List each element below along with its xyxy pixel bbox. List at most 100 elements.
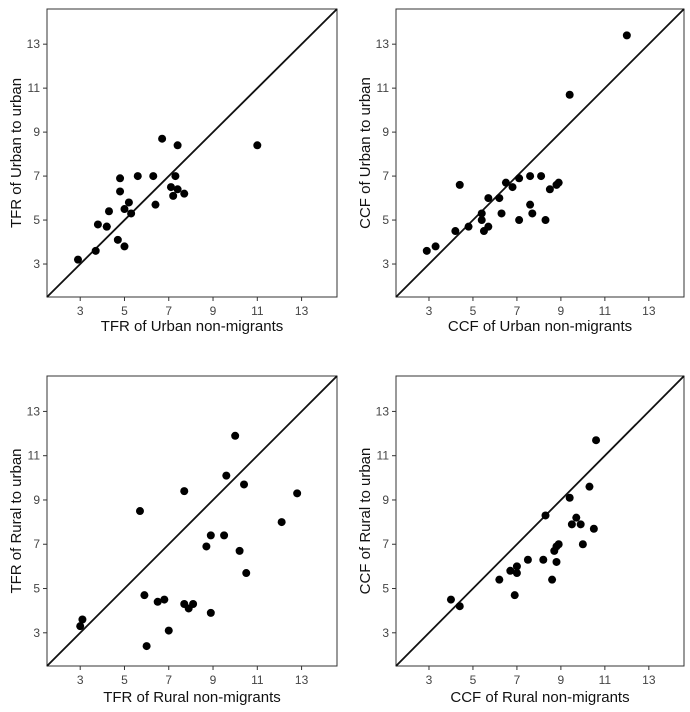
data-point <box>622 31 631 40</box>
data-point <box>541 216 550 225</box>
y-tick-label: 13 <box>376 37 390 51</box>
data-point <box>153 597 162 606</box>
data-point <box>576 520 585 529</box>
y-axis-title: CCF of Urban to urban <box>357 77 374 229</box>
x-tick-label: 3 <box>426 304 433 318</box>
panel-ccf-urban: 3 5 7 9 11 13 3 5 7 9 11 13 CCF of Urban non-migran… <box>357 8 685 335</box>
data-point <box>149 172 158 181</box>
data-point <box>512 569 521 578</box>
y-tick-label: 3 <box>382 257 389 271</box>
data-point <box>104 207 113 216</box>
data-points <box>73 134 262 264</box>
y-tick-label: 7 <box>33 537 40 551</box>
data-point <box>539 555 548 564</box>
identity-line <box>46 8 338 298</box>
data-point <box>73 255 82 264</box>
identity-line <box>395 8 685 298</box>
data-point <box>464 222 473 231</box>
data-point <box>91 246 100 255</box>
y-tick-label: 11 <box>377 449 390 463</box>
data-point <box>510 591 519 600</box>
data-point <box>277 518 286 527</box>
data-point <box>552 557 561 566</box>
data-point <box>180 189 189 198</box>
data-point <box>431 242 440 251</box>
x-tick-label: 9 <box>558 673 565 687</box>
data-point <box>116 174 125 183</box>
x-tick-label: 7 <box>514 304 521 318</box>
x-tick-label: 5 <box>470 304 477 318</box>
data-point <box>171 172 180 181</box>
y-tick-label: 9 <box>33 493 40 507</box>
plot-frame <box>395 8 685 298</box>
data-point <box>206 531 215 540</box>
data-point <box>585 482 594 491</box>
x-tick-label: 3 <box>426 673 433 687</box>
x-tick-label: 9 <box>210 673 217 687</box>
data-point <box>545 185 554 194</box>
x-axis-title: CCF of Urban non-migrants <box>448 318 632 335</box>
data-point <box>515 216 524 225</box>
x-tick-label: 7 <box>165 304 172 318</box>
x-tick-label: 11 <box>599 673 612 687</box>
y-tick-label: 3 <box>382 626 389 640</box>
data-points <box>76 431 302 651</box>
plot-frame <box>46 375 338 667</box>
y-tick-label: 7 <box>382 537 389 551</box>
panel-tfr-urban: 3 5 7 9 11 13 3 5 7 9 11 13 TFR of Urban non-migran… <box>8 8 338 335</box>
panel-tfr-rural: 3 5 7 9 11 13 3 5 7 9 11 13 TFR of Rural non-migran… <box>8 375 338 706</box>
data-point <box>578 540 587 549</box>
data-point <box>548 575 557 584</box>
data-point <box>526 172 535 181</box>
data-point <box>293 489 302 498</box>
x-axis-title: CCF of Rural non-migrants <box>450 689 629 706</box>
axis-ticks: 3 5 7 9 11 13 3 5 7 9 11 13 <box>27 37 309 318</box>
x-tick-label: 3 <box>77 304 84 318</box>
data-point <box>589 524 598 533</box>
data-point <box>120 242 129 251</box>
data-point <box>446 595 455 604</box>
data-point <box>113 235 122 244</box>
y-tick-label: 5 <box>382 213 389 227</box>
data-point <box>202 542 211 551</box>
x-tick-label: 5 <box>470 673 477 687</box>
data-point <box>235 546 244 555</box>
x-tick-label: 13 <box>642 673 656 687</box>
x-tick-label: 9 <box>210 304 217 318</box>
x-tick-label: 11 <box>251 304 264 318</box>
y-axis-title: TFR of Urban to urban <box>8 78 25 228</box>
x-tick-label: 11 <box>599 304 612 318</box>
data-point <box>592 436 601 445</box>
data-point <box>484 222 493 231</box>
data-point <box>133 172 142 181</box>
data-point <box>528 209 537 218</box>
data-point <box>124 198 133 207</box>
data-point <box>160 595 169 604</box>
data-point <box>242 569 251 578</box>
y-axis-title: CCF of Rural to urban <box>357 448 374 595</box>
identity-line <box>395 375 685 667</box>
data-point <box>554 540 563 549</box>
data-point <box>523 555 532 564</box>
x-tick-label: 13 <box>642 304 656 318</box>
x-tick-label: 11 <box>251 673 264 687</box>
x-tick-label: 3 <box>77 673 84 687</box>
y-axis-title: TFR of Rural to urban <box>8 448 25 593</box>
data-point <box>135 507 144 516</box>
y-tick-label: 11 <box>28 449 41 463</box>
data-point <box>206 608 215 617</box>
data-point <box>164 626 173 635</box>
data-point <box>501 178 510 187</box>
x-tick-label: 5 <box>121 673 128 687</box>
data-point <box>477 209 486 218</box>
data-point <box>151 200 160 209</box>
data-point <box>220 531 229 540</box>
data-point <box>116 187 125 196</box>
data-point <box>222 471 231 480</box>
data-point <box>537 172 546 181</box>
data-point <box>484 194 493 203</box>
y-tick-label: 9 <box>382 125 389 139</box>
y-tick-label: 13 <box>376 404 390 418</box>
data-point <box>567 520 576 529</box>
